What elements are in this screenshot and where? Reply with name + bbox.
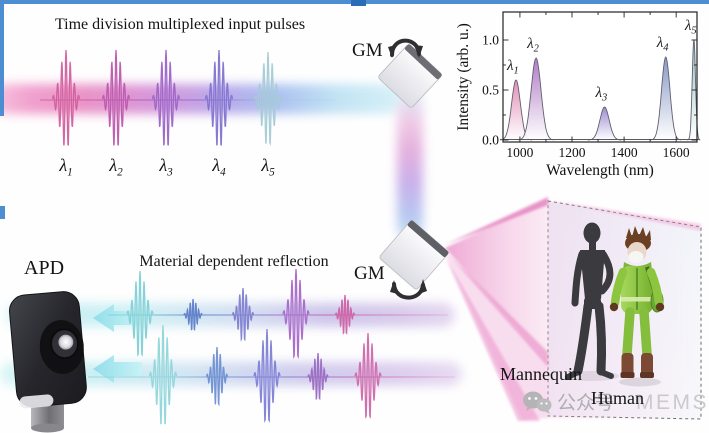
galvo-mirror-bottom bbox=[379, 220, 449, 290]
chart-peak-label: λ5 bbox=[684, 18, 697, 37]
pulse-wavelet bbox=[204, 49, 234, 146]
chart-peak-label: λ1 bbox=[506, 58, 519, 77]
input-pulses-title: Time division multiplexed input pulses bbox=[54, 16, 306, 33]
chart-xtick-label: 1400 bbox=[611, 145, 638, 160]
pulse-wavelet bbox=[307, 352, 329, 401]
chart-peak-label: λ4 bbox=[656, 35, 670, 54]
top-accent-bar-dark-segment bbox=[351, 0, 366, 6]
chart-peak-λ2 bbox=[518, 57, 555, 141]
pulse-wavelet bbox=[151, 49, 181, 146]
watermark-cn-text: 公众号 bbox=[557, 393, 615, 414]
watermark-mems-text: MEMS bbox=[636, 391, 709, 414]
pulse-wavelet bbox=[101, 49, 131, 146]
chart-peak-λ3 bbox=[587, 106, 622, 141]
lambda2-label: λ2 bbox=[109, 155, 123, 179]
inset-chart: λ1 λ2 λ3 λ4 λ5 1000 1200 1400 1600 0.0 0.5 1.0 Wavel… bbox=[455, 11, 701, 179]
pulse-wavelet bbox=[354, 332, 382, 419]
left-accent-marker bbox=[0, 206, 5, 219]
chart-xaxis-title: Wavelength (nm) bbox=[546, 162, 654, 179]
watermark: 公众号 bbox=[522, 388, 614, 415]
wechat-icon bbox=[523, 391, 552, 414]
mannequin-label: Mannequin bbox=[500, 364, 582, 384]
pulse-wavelet bbox=[183, 298, 203, 331]
pulse-wavelet bbox=[51, 49, 81, 146]
human-label: Human bbox=[591, 388, 644, 408]
rotation-arrow-icon-bottom bbox=[390, 279, 427, 300]
input-pulse-train bbox=[40, 49, 335, 146]
chart-ytick-label: 0.0 bbox=[482, 133, 499, 148]
pulse-wavelet bbox=[253, 328, 281, 423]
chart-peak-label: λ3 bbox=[595, 85, 608, 104]
chart-xtick-label: 1000 bbox=[506, 145, 533, 160]
chart-yaxis-title: Intensity (arb. u.) bbox=[455, 23, 472, 131]
gm-bottom-label: GM bbox=[354, 263, 385, 284]
chart-xtick-label: 1200 bbox=[559, 145, 586, 160]
lambda5-label: λ5 bbox=[261, 155, 275, 179]
reflection-title: Material dependent reflection bbox=[139, 253, 329, 270]
pulse-wavelet bbox=[148, 324, 178, 425]
chart-xtick-label: 1600 bbox=[663, 145, 690, 160]
pulse-wavelet bbox=[205, 346, 229, 407]
apd-detector bbox=[9, 291, 87, 433]
rotation-arrow-icon-top bbox=[388, 38, 423, 58]
pulse-wavelet bbox=[253, 51, 283, 146]
pulse-wavelet bbox=[282, 268, 310, 360]
chart-ytick-label: 0.5 bbox=[482, 83, 499, 98]
apd-label: APD bbox=[24, 257, 65, 279]
gm-top-label: GM bbox=[352, 40, 383, 61]
lambda1-label: λ1 bbox=[59, 155, 73, 179]
chart-peak-λ4 bbox=[650, 56, 682, 141]
human-figure bbox=[609, 226, 665, 387]
chart-peak-label: λ2 bbox=[526, 36, 540, 55]
mannequin-figure bbox=[565, 222, 619, 381]
return-arrow-icon-lower bbox=[93, 355, 142, 383]
chart-ytick-label: 1.0 bbox=[482, 33, 499, 48]
galvo-mirror-top bbox=[378, 44, 442, 108]
left-accent-bar bbox=[0, 0, 4, 116]
pulse-wavelet bbox=[231, 287, 255, 342]
lambda4-label: λ4 bbox=[212, 155, 226, 179]
lambda3-label: λ3 bbox=[159, 155, 173, 179]
pulse-wavelet bbox=[334, 294, 356, 335]
